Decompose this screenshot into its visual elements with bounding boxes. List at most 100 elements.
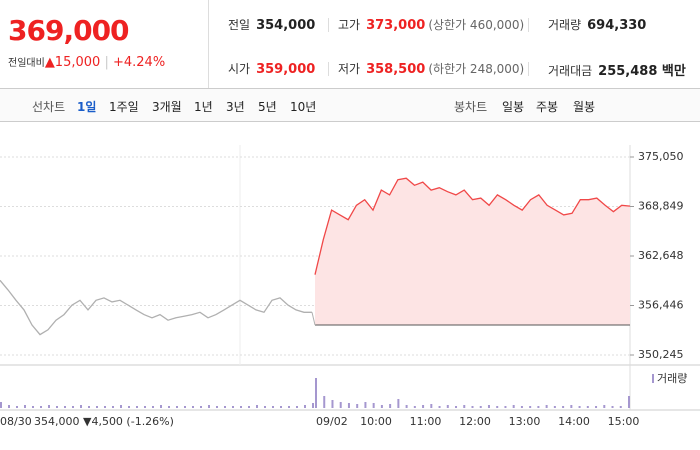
- price-line: [314, 177, 631, 275]
- stat-value: 373,000: [366, 18, 426, 33]
- volume-bar: [628, 396, 630, 408]
- volume-bar: [529, 406, 532, 408]
- stat-label: 시가: [228, 62, 251, 76]
- tab[interactable]: 1년: [194, 100, 213, 114]
- volume-bar: [422, 405, 425, 408]
- stat-label: 거래대금: [548, 64, 593, 78]
- volume-bar: [463, 405, 466, 408]
- stat: 전일 354,000: [228, 16, 315, 33]
- volume-bar: [512, 405, 515, 408]
- change-pct: +4.24%: [112, 55, 166, 70]
- x-tick-label: 15:00: [608, 415, 640, 428]
- volume-bar: [0, 402, 2, 408]
- stats: 전일 354,000 고가 373,000 (상한가 460,000) 거래량 694,…: [210, 0, 700, 88]
- y-tick-label: 350,245: [638, 348, 684, 361]
- y-tick-label: 356,446: [638, 299, 684, 312]
- volume-bar: [112, 406, 114, 408]
- volume-bar: [16, 406, 18, 408]
- volume-bar: [96, 406, 98, 408]
- volume-bar: [88, 406, 90, 408]
- stat-label: 전일: [228, 18, 251, 32]
- stat: 저가 358,500 (하한가 248,000): [338, 60, 524, 77]
- volume-bar: [479, 406, 482, 408]
- volume-bar: [315, 378, 317, 408]
- legend-swatch: [652, 374, 654, 383]
- y-tick-label: 368,849: [638, 199, 684, 212]
- divider: [328, 62, 329, 76]
- change-row: 전일대비▲15,000 | +4.24%: [8, 54, 165, 70]
- price-box: 369,000 전일대비▲15,000 | +4.24%: [0, 0, 209, 88]
- divider: [528, 18, 529, 32]
- tab[interactable]: 월봉: [573, 100, 596, 114]
- volume-bar: [413, 406, 416, 408]
- tab-group-label: 선차트: [32, 100, 66, 114]
- x-tick-label: 12:00: [459, 415, 491, 428]
- volume-bar: [347, 403, 350, 408]
- tab[interactable]: 10년: [290, 100, 317, 114]
- volume-bar: [56, 406, 58, 408]
- tab-group-label: 봉차트: [454, 100, 488, 114]
- volume-bar: [264, 406, 266, 408]
- tab[interactable]: 5년: [258, 100, 277, 114]
- volume-bar: [104, 406, 106, 408]
- volume-bar: [603, 405, 606, 408]
- volume-bar: [356, 404, 359, 408]
- volume-bar: [331, 400, 334, 408]
- volume-bar: [192, 406, 194, 408]
- volume-bar: [144, 406, 146, 408]
- volume-bar: [40, 406, 42, 408]
- volume-bar: [389, 404, 392, 408]
- current-price: 369,000: [8, 14, 130, 47]
- tab[interactable]: 일봉: [502, 100, 525, 114]
- legend-label: 거래량: [657, 372, 687, 385]
- tab[interactable]: 3개월: [152, 100, 182, 114]
- volume-bar: [487, 405, 490, 408]
- volume-bar: [455, 406, 458, 408]
- volume-bar: [216, 406, 218, 408]
- volume-bar: [471, 406, 474, 408]
- tab[interactable]: 주봉: [536, 100, 559, 114]
- volume-bar: [504, 406, 507, 408]
- volume-bar: [256, 405, 258, 408]
- volume-bar: [136, 406, 138, 408]
- stat-value: 359,000: [256, 62, 316, 77]
- volume-bar: [304, 405, 306, 408]
- volume-bar: [570, 405, 573, 408]
- volume-bar: [339, 402, 342, 408]
- volume-bar: [562, 406, 565, 408]
- stat: 시가 359,000: [228, 60, 315, 77]
- volume-bar: [200, 406, 202, 408]
- volume-bar: [128, 406, 130, 408]
- tab[interactable]: 3년: [226, 100, 245, 114]
- stat: 고가 373,000 (상한가 460,000): [338, 16, 524, 33]
- volume-bar: [364, 402, 367, 408]
- volume-bar: [80, 405, 82, 408]
- volume-bar: [496, 406, 499, 408]
- stat-value: 354,000: [256, 18, 316, 33]
- stat-note: (상한가 460,000): [428, 18, 525, 32]
- volume-bar: [380, 405, 383, 408]
- volume-bar: [8, 405, 10, 408]
- stat-label: 저가: [338, 62, 361, 76]
- volume-bar: [152, 406, 154, 408]
- stat: 거래대금 255,488 백만: [548, 60, 686, 79]
- change: ▲15,000: [44, 55, 101, 70]
- stat-value: 255,488 백만: [598, 64, 686, 79]
- x-tick-label: 13:00: [509, 415, 541, 428]
- x-tick-label: 11:00: [410, 415, 442, 428]
- stat-label: 고가: [338, 18, 361, 32]
- stat-label: 거래량: [548, 18, 582, 32]
- connector: [311, 312, 316, 326]
- volume-bar: [545, 405, 548, 408]
- tab-bar: 선차트 봉차트 1일 1주일 3개월 1년 3년 5년 10년 일봉 주봉 월봉: [0, 88, 700, 122]
- volume-bar: [184, 406, 186, 408]
- stat: 거래량 694,330: [548, 16, 646, 33]
- volume-bar: [397, 399, 400, 408]
- volume-bar: [578, 406, 581, 408]
- volume-bar: [312, 403, 314, 408]
- tab[interactable]: 1일: [77, 100, 97, 114]
- tab[interactable]: 1주일: [109, 100, 139, 114]
- footer-label: 354,000 ▼4,500 (-1.26%): [34, 415, 174, 428]
- volume-bar: [272, 406, 274, 408]
- volume-bar: [438, 406, 441, 408]
